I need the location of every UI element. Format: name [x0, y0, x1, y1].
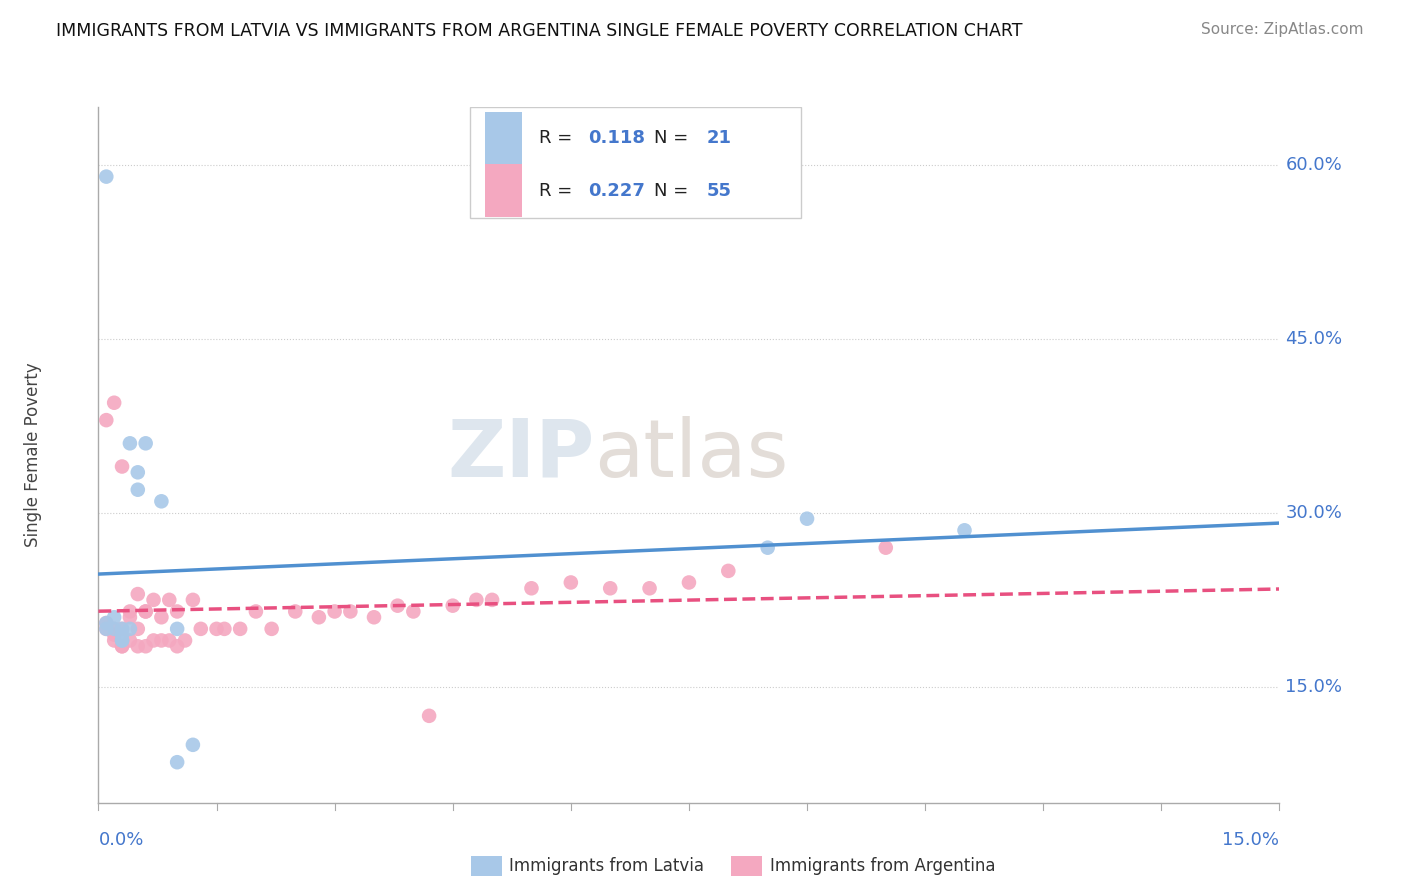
FancyBboxPatch shape	[485, 112, 523, 164]
Point	[96, 169, 118, 184]
Point	[111, 639, 134, 653]
Point	[135, 605, 157, 619]
Point	[103, 633, 125, 648]
Point	[96, 622, 118, 636]
Text: 0.118: 0.118	[589, 129, 645, 147]
Point	[103, 610, 125, 624]
Point	[118, 605, 141, 619]
Point	[127, 466, 149, 480]
Point	[111, 622, 134, 636]
Text: N =: N =	[654, 182, 693, 200]
Point	[157, 633, 180, 648]
Point	[465, 592, 488, 607]
Point	[481, 592, 503, 607]
Text: 15.0%: 15.0%	[1285, 678, 1343, 696]
Point	[418, 708, 440, 723]
Text: atlas: atlas	[595, 416, 789, 494]
Text: 30.0%: 30.0%	[1285, 504, 1343, 522]
Point	[103, 395, 125, 409]
Point	[323, 605, 346, 619]
Point	[127, 622, 149, 636]
Point	[150, 633, 173, 648]
Point	[441, 599, 464, 613]
Text: IMMIGRANTS FROM LATVIA VS IMMIGRANTS FROM ARGENTINA SINGLE FEMALE POVERTY CORREL: IMMIGRANTS FROM LATVIA VS IMMIGRANTS FRO…	[56, 22, 1022, 40]
Point	[118, 610, 141, 624]
Text: R =: R =	[538, 129, 578, 147]
Point	[96, 615, 118, 630]
Point	[127, 483, 149, 497]
Point	[402, 605, 425, 619]
Point	[103, 628, 125, 642]
Point	[103, 622, 125, 636]
Text: N =: N =	[654, 129, 693, 147]
Point	[118, 622, 141, 636]
Point	[118, 436, 141, 450]
Point	[190, 622, 212, 636]
Point	[678, 575, 700, 590]
Point	[166, 622, 188, 636]
Point	[387, 599, 409, 613]
Text: Single Female Poverty: Single Female Poverty	[24, 363, 42, 547]
Point	[284, 605, 307, 619]
Point	[599, 582, 621, 596]
Point	[127, 587, 149, 601]
Text: Source: ZipAtlas.com: Source: ZipAtlas.com	[1201, 22, 1364, 37]
Point	[135, 639, 157, 653]
Point	[520, 582, 543, 596]
Point	[111, 459, 134, 474]
Point	[96, 615, 118, 630]
Point	[756, 541, 779, 555]
Point	[953, 523, 976, 537]
Point	[127, 639, 149, 653]
Point	[96, 413, 118, 427]
Text: Immigrants from Latvia: Immigrants from Latvia	[509, 857, 704, 875]
Point	[142, 633, 165, 648]
Text: 21: 21	[707, 129, 731, 147]
Text: 15.0%: 15.0%	[1222, 830, 1279, 848]
Text: 55: 55	[707, 182, 731, 200]
Point	[796, 511, 818, 525]
Point	[166, 605, 188, 619]
FancyBboxPatch shape	[485, 164, 523, 217]
Point	[174, 633, 197, 648]
Point	[111, 639, 134, 653]
Point	[339, 605, 361, 619]
Point	[96, 622, 118, 636]
Point	[205, 622, 228, 636]
Point	[135, 436, 157, 450]
Point	[157, 592, 180, 607]
Point	[142, 592, 165, 607]
Point	[308, 610, 330, 624]
Point	[638, 582, 661, 596]
Point	[103, 622, 125, 636]
Text: ZIP: ZIP	[447, 416, 595, 494]
Point	[214, 622, 236, 636]
Text: R =: R =	[538, 182, 578, 200]
Point	[118, 633, 141, 648]
Point	[245, 605, 267, 619]
Point	[135, 605, 157, 619]
Point	[560, 575, 582, 590]
Point	[166, 755, 188, 769]
Point	[111, 633, 134, 648]
Text: 45.0%: 45.0%	[1285, 330, 1343, 348]
Point	[229, 622, 252, 636]
FancyBboxPatch shape	[471, 107, 801, 219]
Point	[181, 592, 204, 607]
Point	[875, 541, 897, 555]
Text: 0.227: 0.227	[589, 182, 645, 200]
Point	[717, 564, 740, 578]
Point	[166, 639, 188, 653]
Point	[260, 622, 283, 636]
Point	[150, 494, 173, 508]
Text: 60.0%: 60.0%	[1285, 156, 1343, 174]
Point	[111, 628, 134, 642]
Point	[181, 738, 204, 752]
Text: 0.0%: 0.0%	[98, 830, 143, 848]
Point	[363, 610, 385, 624]
Point	[111, 633, 134, 648]
Text: Immigrants from Argentina: Immigrants from Argentina	[770, 857, 995, 875]
Point	[150, 610, 173, 624]
Point	[111, 622, 134, 636]
